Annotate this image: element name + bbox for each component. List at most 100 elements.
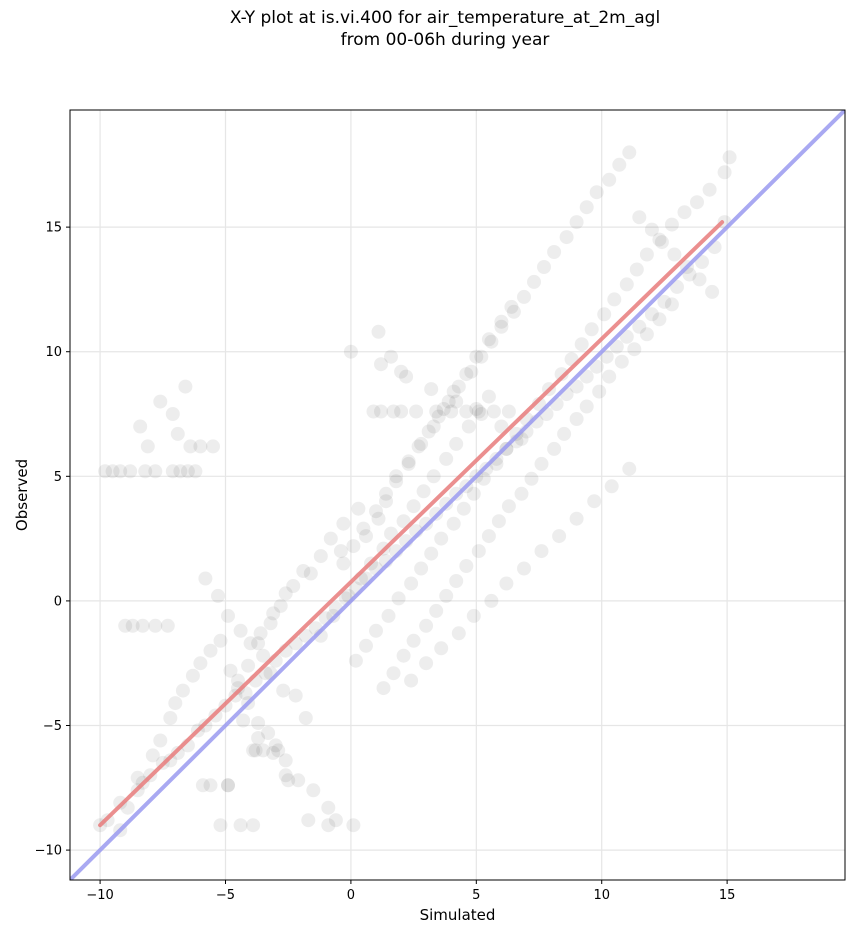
data-point (193, 656, 208, 671)
data-point (148, 464, 163, 479)
data-point (263, 616, 278, 631)
data-point (644, 307, 659, 322)
data-point (113, 464, 128, 479)
data-point (379, 486, 393, 501)
data-point (298, 711, 313, 725)
data-point (466, 486, 481, 501)
data-point (175, 683, 190, 698)
data-point (491, 514, 506, 529)
data-point (419, 656, 434, 671)
data-point (552, 529, 567, 544)
data-point (248, 743, 263, 758)
data-point (657, 294, 672, 309)
data-point (351, 501, 366, 516)
data-point (359, 638, 373, 653)
data-point (474, 349, 489, 364)
data-point (404, 673, 419, 688)
data-point (98, 464, 113, 479)
data-point (391, 591, 406, 606)
data-point (406, 499, 421, 514)
data-point (554, 367, 569, 382)
data-point (627, 342, 642, 357)
data-point (695, 255, 709, 269)
data-point (213, 633, 228, 648)
data-point (459, 367, 474, 382)
data-point (221, 778, 235, 793)
data-point (481, 529, 496, 544)
data-point (446, 384, 461, 399)
data-point (619, 329, 634, 344)
data-point (602, 172, 617, 187)
data-point (231, 673, 245, 688)
data-point (140, 439, 155, 454)
data-point (251, 731, 266, 745)
data-point (221, 778, 235, 793)
data-point (198, 571, 213, 586)
data-point (439, 451, 454, 466)
data-point (321, 800, 336, 815)
data-point (514, 486, 529, 501)
y-tick-label: 5 (54, 470, 62, 485)
data-point (429, 404, 444, 419)
data-point (401, 456, 416, 471)
data-point (371, 324, 386, 339)
data-point (451, 379, 466, 394)
data-point (441, 394, 456, 409)
data-point (328, 813, 343, 828)
data-point (501, 404, 516, 419)
data-point (449, 436, 464, 451)
data-point (291, 773, 306, 788)
data-point (301, 813, 316, 828)
data-point (148, 618, 163, 633)
data-point (389, 474, 404, 489)
data-point (394, 404, 409, 419)
y-tick-label: −5 (43, 719, 62, 734)
x-tick-label: 10 (593, 888, 610, 903)
data-point (233, 818, 248, 833)
data-point (449, 394, 464, 409)
data-point (268, 738, 283, 753)
data-point (702, 182, 717, 197)
data-point (654, 235, 669, 250)
data-point (579, 200, 594, 215)
data-point (664, 217, 679, 232)
data-point (384, 349, 398, 364)
data-point (165, 407, 180, 421)
data-point (557, 426, 572, 441)
data-point (459, 559, 474, 573)
data-point (185, 668, 200, 683)
data-point (426, 469, 441, 484)
data-point (584, 322, 599, 337)
data-point (386, 666, 401, 681)
data-point (501, 499, 516, 514)
data-point (211, 588, 225, 603)
data-point (451, 626, 466, 641)
data-point (464, 364, 479, 379)
data-point (303, 566, 318, 581)
data-point (389, 469, 404, 484)
data-point (401, 454, 416, 469)
data-point (394, 364, 409, 379)
data-point (105, 464, 120, 479)
data-point (419, 618, 434, 633)
data-point (145, 748, 160, 763)
data-point (652, 232, 667, 247)
data-point (614, 354, 629, 369)
data-point (369, 504, 383, 519)
data-point (130, 770, 145, 785)
data-point (474, 407, 489, 421)
data-point (313, 549, 328, 564)
data-point (256, 648, 271, 663)
data-point (481, 389, 496, 404)
data-point (692, 272, 707, 287)
data-point (537, 260, 551, 274)
data-point (369, 623, 383, 638)
data-point (644, 222, 659, 237)
data-point (431, 409, 446, 424)
data-point (246, 743, 261, 758)
data-point (569, 412, 584, 426)
data-point (589, 359, 604, 374)
data-point (446, 516, 461, 531)
data-point (236, 713, 251, 728)
data-point (506, 304, 521, 319)
